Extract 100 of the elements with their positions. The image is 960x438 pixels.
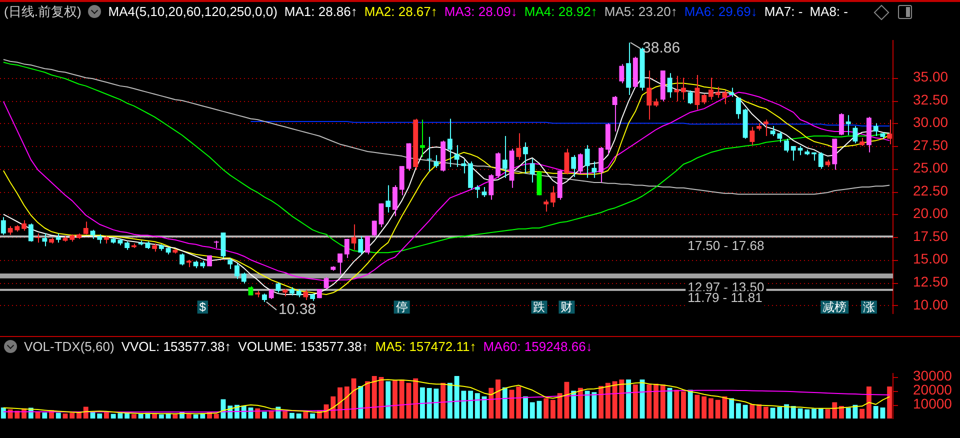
bar: [488, 388, 494, 419]
bar: [742, 404, 748, 419]
text: MA2: 28.67↑: [364, 4, 438, 19]
y-tick-label: 15.00: [913, 250, 948, 267]
candlestick: [344, 238, 350, 259]
bar: [530, 402, 535, 419]
bar: [358, 386, 364, 419]
x-tick-label: 财: [560, 300, 573, 314]
candlestick: [763, 119, 768, 137]
text: MA3: 28.09↓: [444, 4, 518, 19]
candlestick: [674, 75, 680, 102]
candlestick: [372, 220, 377, 238]
candlestick: [681, 77, 686, 100]
bar: [804, 409, 810, 419]
bar: [386, 381, 391, 419]
y-tick-label: 10000: [913, 396, 952, 412]
candlestick: [22, 220, 27, 232]
candlestick: [592, 161, 597, 178]
text: VVOL: 153577.38↑: [121, 339, 232, 354]
candlestick: [887, 119, 892, 145]
bar: [255, 408, 260, 419]
text: MA4: 28.92↑: [524, 4, 598, 19]
bar: [887, 386, 892, 419]
candlestick: [729, 87, 734, 98]
bar: [344, 386, 350, 419]
candlestick: [303, 289, 308, 300]
x-tick-label: $: [199, 300, 206, 314]
bar: [790, 406, 796, 419]
candlestick: [708, 77, 714, 100]
y-tick-label: 12.50: [913, 273, 948, 290]
chart-title: (日线.前复权): [4, 2, 82, 20]
bar: [860, 408, 865, 419]
candlestick: [846, 114, 851, 136]
bar: [681, 391, 686, 419]
bar: [818, 408, 824, 419]
y-tick-label: 22.50: [913, 182, 948, 198]
candlestick: [268, 288, 274, 300]
bar: [282, 411, 288, 419]
bar: [97, 413, 102, 419]
candlestick: [42, 232, 48, 247]
candlestick: [392, 184, 398, 217]
bar: [839, 406, 844, 419]
candlestick: [228, 258, 233, 270]
bar: [763, 406, 768, 419]
bar: [131, 414, 136, 419]
candlestick: [702, 94, 707, 105]
candlestick: [324, 276, 329, 290]
candlestick: [584, 144, 590, 178]
bar: [172, 414, 178, 419]
candlestick: [0, 216, 6, 236]
y-tick-label: 25.00: [913, 160, 948, 176]
text: VOLUME: 153577.38↑: [238, 339, 368, 354]
bar: [578, 388, 583, 419]
bar: [736, 403, 741, 419]
bar: [756, 404, 762, 419]
y-tick-label: 27.50: [913, 136, 948, 153]
candlestick: [90, 229, 96, 240]
bar: [186, 414, 192, 419]
bar: [42, 412, 48, 419]
bar: [626, 380, 632, 419]
bar: [413, 378, 418, 419]
candlestick: [97, 234, 102, 244]
text: MA8: -: [810, 4, 848, 19]
candlestick: [241, 272, 246, 284]
bar: [70, 412, 75, 419]
x-tick-label: 停: [396, 300, 408, 314]
bar: [654, 384, 658, 419]
bar: [214, 414, 219, 419]
band-label: 11.79 - 11.81: [688, 290, 762, 306]
bar: [474, 393, 480, 419]
bar: [523, 396, 528, 419]
bar: [152, 414, 158, 419]
candlestick: [420, 119, 425, 158]
bar: [158, 414, 164, 419]
bar: [784, 404, 789, 419]
candlestick: [750, 126, 755, 146]
candlestick: [248, 286, 254, 296]
candlestick: [873, 122, 878, 137]
candlestick: [496, 152, 500, 178]
x-tick-label: 跌: [533, 300, 546, 314]
bar: [482, 396, 487, 419]
bar: [496, 380, 500, 419]
bar: [646, 384, 652, 419]
candlestick: [839, 112, 844, 136]
candlestick: [426, 136, 432, 172]
candlestick: [35, 232, 40, 244]
bar: [536, 400, 542, 419]
bar: [605, 382, 610, 419]
candlestick: [688, 90, 693, 105]
annotation: 38.86: [642, 40, 680, 57]
bar: [660, 384, 666, 419]
bar: [193, 414, 198, 419]
candlestick: [667, 72, 672, 98]
text: MA5: 23.20↑: [604, 4, 678, 19]
candlestick: [351, 224, 356, 250]
candlestick: [454, 144, 460, 168]
bar: [296, 413, 302, 419]
candlestick: [461, 159, 466, 174]
bar: [550, 400, 556, 419]
candlestick: [56, 232, 61, 244]
